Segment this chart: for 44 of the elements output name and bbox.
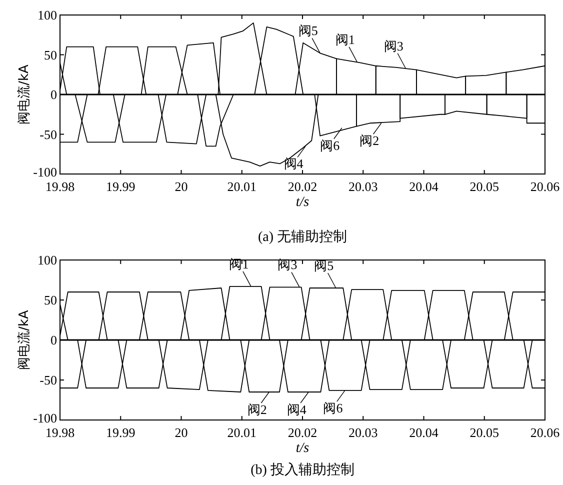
- x-tick-label: 20.03: [348, 425, 378, 440]
- text: (a) 无辅助控制: [258, 229, 348, 245]
- x-tick-label: 19.99: [106, 179, 136, 194]
- annotation: 阀1: [335, 32, 355, 47]
- y-tick-label: 100: [38, 8, 57, 22]
- annotation: 阀4: [284, 156, 304, 172]
- x-tick-label: 19.98: [45, 425, 75, 440]
- x-tick-label: 20.01: [227, 179, 256, 194]
- annotation: 阀3: [384, 38, 404, 54]
- y-tick-label: -100: [33, 164, 57, 180]
- text: (b) 投入辅助控制: [250, 462, 354, 478]
- annotation: 阀6: [323, 400, 344, 416]
- x-tick-label: 20.04: [409, 425, 439, 440]
- x-axis-title: t/s: [296, 195, 310, 210]
- y-tick-label: 0: [50, 87, 57, 102]
- y-axis-title: 阀电流/kA: [16, 64, 32, 124]
- x-tick-label: 20.04: [409, 179, 439, 194]
- x-tick-label: 20: [174, 425, 188, 440]
- y-tick-label: -50: [40, 126, 57, 142]
- x-tick-label: 20.06: [530, 179, 560, 194]
- x-tick-label: 19.99: [106, 425, 136, 440]
- x-tick-label: 19.98: [45, 179, 75, 194]
- annotation: 阀5: [314, 258, 334, 273]
- annotation: 阀5: [298, 23, 318, 38]
- y-tick-label: -50: [40, 372, 57, 388]
- annotation: 阀2: [247, 402, 267, 417]
- y-tick-label: 0: [50, 332, 57, 348]
- y-tick-label: 50: [44, 292, 57, 308]
- x-tick-label: 20.06: [530, 425, 560, 440]
- x-tick-label: 20.05: [470, 179, 499, 194]
- x-tick-label: 20.02: [288, 425, 318, 440]
- x-tick-label: 20: [174, 179, 188, 194]
- x-tick-label: 20.03: [348, 179, 378, 194]
- x-tick-label: 20.05: [470, 425, 499, 440]
- y-tick-label: -100: [33, 410, 57, 426]
- y-tick-label: 100: [38, 252, 57, 268]
- annotation: 阀2: [360, 133, 380, 148]
- annotation: 阀4: [286, 402, 307, 417]
- x-axis-title: t/s: [296, 441, 310, 456]
- annotation: 阀6: [320, 138, 340, 153]
- y-axis-title: 阀电流/kA: [16, 310, 32, 370]
- x-tick-label: 20.02: [288, 179, 318, 194]
- x-tick-label: 20.01: [227, 425, 256, 440]
- y-tick-label: 50: [44, 47, 57, 62]
